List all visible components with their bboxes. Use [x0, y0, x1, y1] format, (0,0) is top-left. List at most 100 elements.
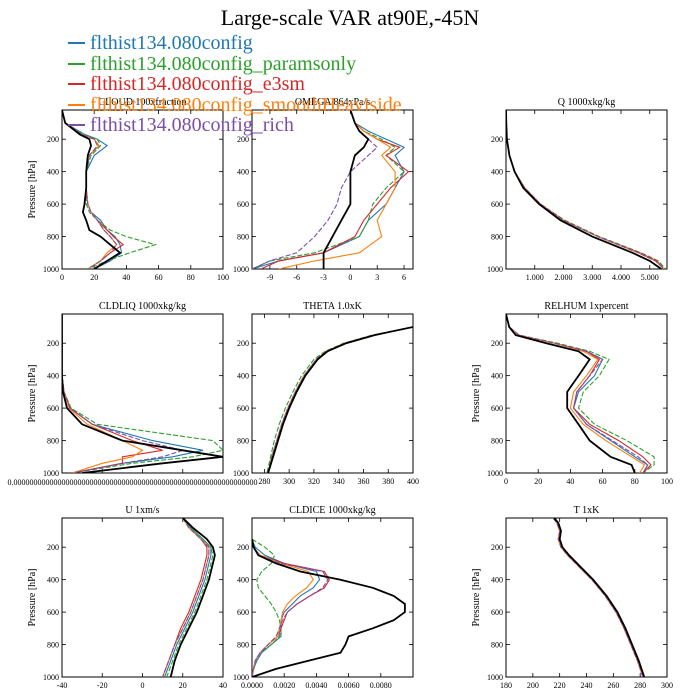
y-tick-label: 600: [491, 608, 503, 617]
y-tick-label: 800: [491, 233, 503, 242]
legend: flthist134.080config flthist134.080confi…: [68, 33, 402, 136]
series-line-flthist134-080config-rich: [506, 314, 649, 473]
panel-frame: [251, 517, 414, 678]
x-tick-label: 220: [554, 681, 566, 690]
series-line-flthist134-080config-e3sm: [267, 326, 413, 473]
panel-frame: [61, 517, 224, 678]
panel-frame: [505, 109, 668, 270]
y-tick-label: 1000: [43, 673, 59, 682]
x-tick-label: 360: [357, 477, 369, 486]
series-line-control: [322, 110, 370, 269]
x-tick-label: 0: [504, 477, 508, 486]
series-line-control: [169, 518, 216, 677]
y-tick-label: 600: [47, 200, 59, 209]
y-tick-label: 400: [491, 576, 503, 585]
legend-swatch: [68, 83, 85, 86]
y-tick-label: 800: [491, 641, 503, 650]
series-line-flthist134-080config: [267, 326, 413, 473]
legend-label: flthist134.080config_paramsonly: [90, 52, 357, 75]
panel-title: CLDLIQ 1000xkg/kg: [99, 301, 186, 312]
y-tick-label: 1000: [233, 673, 249, 682]
x-tick-label: 300: [283, 477, 295, 486]
panel-title: U 1xm/s: [125, 505, 159, 516]
series-line-flthist134-080config-rich: [267, 326, 413, 473]
panel-frame: [251, 109, 414, 270]
series-line-flthist134-080config-paramsonly: [506, 110, 667, 269]
x-tick-label: 60: [155, 273, 163, 282]
series-line-control: [506, 314, 636, 473]
y-axis-label: Pressure [hPa]: [471, 568, 482, 626]
y-tick-label: 400: [47, 576, 59, 585]
panel-title: T 1xK: [574, 505, 600, 516]
series-line-flthist134-080config-paramsonly: [552, 518, 645, 677]
series-line-flthist134-080config: [552, 518, 644, 677]
x-tick-label: 260: [607, 681, 619, 690]
x-tick-label: 100: [661, 477, 673, 486]
y-tick-label: 600: [47, 608, 59, 617]
legend-item-smoothheaviside: flthist134.080config_smoothHeaviside: [68, 95, 402, 116]
series-line-control: [62, 314, 223, 473]
series-line-flthist134-080config-rich: [506, 110, 665, 269]
y-tick-label: 200: [47, 339, 59, 348]
series-line-flthist134-080config-rich: [162, 518, 210, 677]
legend-swatch: [68, 124, 85, 127]
x-tick-label: 40: [566, 477, 574, 486]
x-tick-label: -9: [267, 273, 274, 282]
legend-swatch: [68, 42, 85, 45]
legend-label: flthist134.080config: [90, 32, 253, 55]
x-tick-label: 0.0020: [273, 681, 295, 690]
x-tick-label: -6: [293, 273, 300, 282]
y-axis-label: Pressure [hPa]: [27, 364, 38, 422]
y-tick-label: 400: [47, 168, 59, 177]
series-line-flthist134-080config-paramsonly: [166, 518, 214, 677]
legend-label: flthist134.080config_e3sm: [90, 73, 305, 96]
series-line-control: [62, 110, 122, 269]
y-axis-label: Pressure [hPa]: [27, 568, 38, 626]
series-line-flthist134-080config-paramsonly: [266, 326, 413, 473]
y-tick-label: 200: [47, 135, 59, 144]
y-axis-label: Pressure [hPa]: [471, 364, 482, 422]
y-tick-label: 600: [237, 608, 249, 617]
y-tick-label: 200: [491, 135, 503, 144]
x-tick-label: 20: [90, 273, 98, 282]
x-tick-label: 4.000: [612, 273, 630, 282]
series-line-control: [267, 326, 413, 473]
series-line-flthist134-080config-smoothheaviside: [506, 110, 665, 269]
x-tick-label: 3: [375, 273, 379, 282]
x-tick-label: 20: [534, 477, 542, 486]
series-line-control: [252, 538, 406, 677]
series-line-flthist134-080config-smoothheaviside: [267, 326, 413, 473]
y-tick-label: 1000: [487, 673, 503, 682]
y-tick-label: 400: [491, 372, 503, 381]
x-tick-label: 40: [219, 681, 227, 690]
y-tick-label: 1000: [43, 469, 59, 478]
y-tick-label: 600: [47, 404, 59, 413]
series-line-flthist134-080config: [506, 110, 665, 269]
y-tick-label: 800: [237, 641, 249, 650]
x-tick-label: 0: [60, 273, 64, 282]
x-tick-label: 380: [382, 477, 394, 486]
y-tick-label: 400: [237, 372, 249, 381]
x-tick-label: 100: [217, 273, 229, 282]
panel-frame: [251, 313, 414, 474]
y-tick-label: 200: [237, 543, 249, 552]
x-tick-label: 0: [141, 681, 145, 690]
series-line-flthist134-080config-e3sm: [62, 314, 163, 473]
series-line-flthist134-080config: [62, 314, 204, 473]
y-tick-label: 200: [491, 339, 503, 348]
series-line-flthist134-080config-e3sm: [252, 538, 330, 677]
panel-frame: [61, 109, 224, 270]
series-line-control: [506, 110, 662, 269]
series-line-flthist134-080config-paramsonly: [62, 110, 158, 269]
y-tick-label: 1000: [487, 265, 503, 274]
y-tick-label: 600: [237, 404, 249, 413]
panel-title: Q 1000xkg/kg: [558, 97, 616, 108]
x-tick-label: 180: [500, 681, 512, 690]
x-tick-label: -3: [320, 273, 327, 282]
x-tick-label: 0.0060: [338, 681, 360, 690]
panel-title: THETA 1.0xK: [303, 301, 362, 312]
y-tick-label: 800: [47, 641, 59, 650]
x-tick-label: -40: [57, 681, 68, 690]
series-line-flthist134-080config-smoothheaviside: [552, 518, 644, 677]
